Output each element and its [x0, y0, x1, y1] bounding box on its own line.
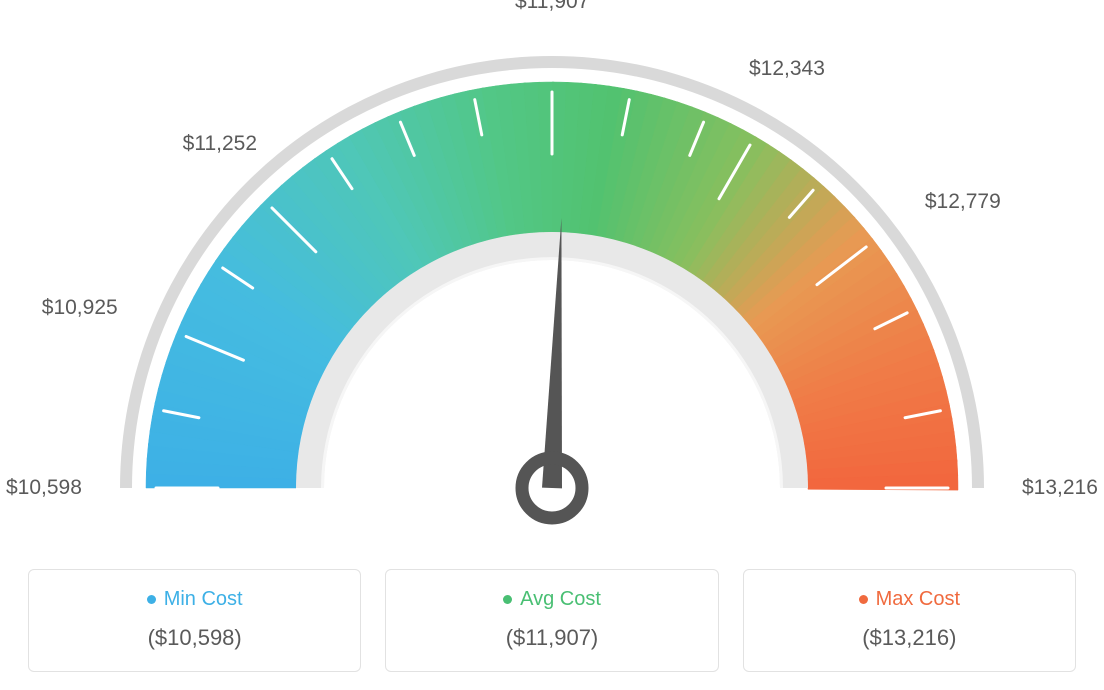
gauge-tick-label: $12,779: [925, 190, 1001, 214]
gauge-tick-label: $11,252: [183, 132, 257, 156]
summary-cards: Min Cost ($10,598) Avg Cost ($11,907) Ma…: [28, 569, 1076, 672]
min-cost-card: Min Cost ($10,598): [28, 569, 361, 672]
min-dot-icon: [147, 595, 156, 604]
max-cost-title: Max Cost: [754, 588, 1065, 611]
gauge-tick-label: $12,343: [749, 57, 825, 81]
avg-cost-value: ($11,907): [396, 625, 707, 651]
min-cost-value: ($10,598): [39, 625, 350, 651]
gauge-tick-label: $13,216: [1022, 476, 1098, 500]
gauge-chart-container: $10,598 $10,925 $11,252 $11,907 $12,343 $12,7…: [0, 0, 1104, 690]
avg-cost-card: Avg Cost ($11,907): [385, 569, 718, 672]
gauge-tick-label: $11,907: [515, 0, 589, 14]
gauge-svg: [0, 0, 1104, 540]
max-cost-value: ($13,216): [754, 625, 1065, 651]
avg-dot-icon: [503, 595, 512, 604]
min-cost-label: Min Cost: [164, 588, 243, 610]
max-cost-label: Max Cost: [876, 588, 960, 610]
gauge-tick-label: $10,598: [6, 476, 82, 500]
max-dot-icon: [859, 595, 868, 604]
avg-cost-label: Avg Cost: [520, 588, 601, 610]
avg-cost-title: Avg Cost: [396, 588, 707, 611]
max-cost-card: Max Cost ($13,216): [743, 569, 1076, 672]
gauge-tick-label: $10,925: [42, 296, 118, 320]
min-cost-title: Min Cost: [39, 588, 350, 611]
gauge-area: $10,598 $10,925 $11,252 $11,907 $12,343 $12,7…: [0, 0, 1104, 540]
